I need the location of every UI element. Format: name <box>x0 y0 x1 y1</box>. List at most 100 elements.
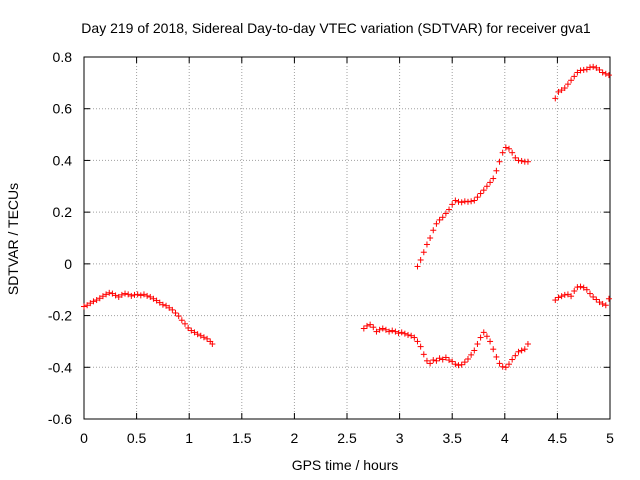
data-point <box>90 298 97 305</box>
data-point <box>373 328 380 335</box>
data-point <box>405 331 412 338</box>
data-point <box>493 353 500 360</box>
data-point <box>379 325 386 332</box>
x-tick-label: 2.5 <box>337 430 357 446</box>
data-point <box>84 302 91 309</box>
data-point <box>477 190 484 197</box>
axis-ticks <box>83 56 611 420</box>
data-point <box>128 292 135 299</box>
data-point <box>169 306 176 313</box>
x-tick-label: 3 <box>396 430 404 446</box>
y-tick-label: -0.2 <box>48 308 72 324</box>
x-tick-label: 1 <box>185 430 193 446</box>
data-point <box>518 157 525 164</box>
series-segment-4 <box>552 283 612 309</box>
data-point <box>571 288 578 295</box>
data-point <box>417 256 424 263</box>
data-point <box>555 88 562 95</box>
data-point <box>524 341 531 348</box>
data-point <box>452 197 459 204</box>
data-point <box>363 322 370 329</box>
data-point <box>442 354 449 361</box>
data-point <box>414 338 421 345</box>
data-point <box>458 361 465 368</box>
data-point <box>583 66 590 73</box>
data-point <box>87 300 94 307</box>
data-point <box>156 299 163 306</box>
x-tick-label: 4.5 <box>548 430 568 446</box>
y-tick-label: -0.6 <box>48 411 72 427</box>
data-point <box>487 338 494 345</box>
data-point <box>471 347 478 354</box>
data-point <box>446 206 453 213</box>
data-point <box>468 198 475 205</box>
data-point <box>109 290 116 297</box>
y-tick-label: 0.6 <box>53 101 73 117</box>
data-point <box>430 227 437 234</box>
data-point <box>446 357 453 364</box>
data-point <box>515 157 522 164</box>
data-point <box>367 321 374 328</box>
data-point <box>433 220 440 227</box>
data-point <box>159 301 166 308</box>
x-tick-label: 0.5 <box>127 430 147 446</box>
data-point <box>568 293 575 300</box>
x-axis-label: GPS time / hours <box>292 457 399 473</box>
data-point <box>181 320 188 327</box>
data-point <box>106 289 113 296</box>
data-point <box>401 330 408 337</box>
data-point <box>558 293 565 300</box>
data-point <box>370 324 377 331</box>
y-tick-label: -0.4 <box>48 359 72 375</box>
y-axis-label: SDTVAR / TECUs <box>5 183 21 295</box>
data-point <box>408 332 415 339</box>
x-tick-label: 4 <box>501 430 509 446</box>
data-point <box>474 194 481 201</box>
data-point <box>483 183 490 190</box>
data-point <box>209 341 216 348</box>
data-point <box>474 341 481 348</box>
data-point <box>518 347 525 354</box>
data-point <box>596 66 603 73</box>
x-tick-label: 0 <box>80 430 88 446</box>
data-point <box>602 70 609 77</box>
data-point <box>593 64 600 71</box>
data-point <box>166 304 173 311</box>
data-point <box>411 334 418 341</box>
data-point <box>568 77 575 84</box>
data-point <box>188 327 195 334</box>
data-point <box>477 334 484 341</box>
data-point <box>423 241 430 248</box>
data-point <box>515 348 522 355</box>
data-point <box>458 199 465 206</box>
data-point <box>389 327 396 334</box>
data-point <box>552 297 559 304</box>
data-point <box>509 149 516 156</box>
data-point <box>561 291 568 298</box>
data-point <box>499 363 506 370</box>
data-point <box>461 359 468 366</box>
data-point <box>185 324 192 331</box>
data-point <box>386 328 393 335</box>
data-point <box>558 87 565 94</box>
data-marks <box>81 63 612 371</box>
data-point <box>509 356 516 363</box>
grid-lines <box>84 57 610 419</box>
data-point <box>605 72 612 79</box>
data-point <box>480 329 487 336</box>
data-point <box>574 69 581 76</box>
data-point <box>521 346 528 353</box>
data-point <box>430 357 437 364</box>
data-point <box>552 95 559 102</box>
data-point <box>382 326 389 333</box>
data-point <box>427 360 434 367</box>
data-point <box>436 216 443 223</box>
data-point <box>439 214 446 221</box>
data-point <box>137 292 144 299</box>
series-segment-2 <box>360 321 531 371</box>
data-point <box>512 352 519 359</box>
data-point <box>496 360 503 367</box>
data-point <box>420 351 427 358</box>
data-point <box>433 357 440 364</box>
